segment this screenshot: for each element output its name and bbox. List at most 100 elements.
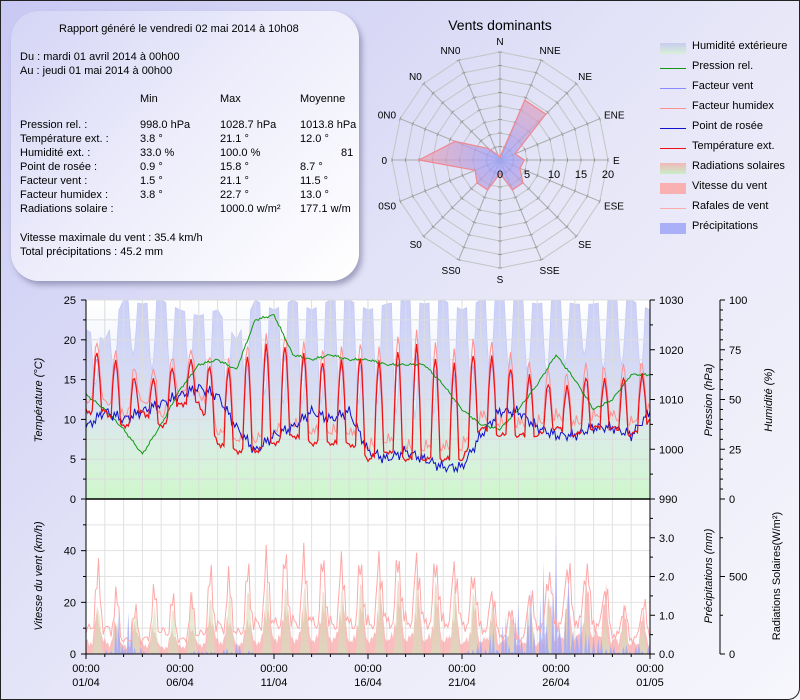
humidity-tick-label: 25 <box>729 444 741 456</box>
rose-tick <box>536 142 539 147</box>
rose-direction-label: 0S0 <box>378 202 396 213</box>
rose-tick <box>555 215 560 220</box>
rose-direction-label: SS0 <box>442 266 461 277</box>
legend-label: Rafales de vent <box>692 200 769 212</box>
report-title: Rapport généré le vendredi 02 mai 2014 à… <box>59 23 299 35</box>
rose-tick <box>545 110 550 115</box>
solar-tick-label: 0 <box>729 649 735 661</box>
rose-tick <box>472 221 477 224</box>
row-label: Radiations solaire : <box>20 203 114 215</box>
x-tick-date: 11/04 <box>261 677 288 689</box>
x-tick-date: 06/04 <box>166 677 194 689</box>
rose-point <box>476 182 478 184</box>
rose-tick <box>574 234 579 239</box>
rose-tick <box>436 183 439 188</box>
rose-tick <box>573 188 577 194</box>
rose-direction-label: 0 <box>381 156 387 167</box>
humidity-tick-label: 50 <box>729 395 741 407</box>
rose-point <box>523 159 526 161</box>
rose-point <box>454 140 456 143</box>
row-max: 21.1 ° <box>220 133 249 145</box>
rose-tick <box>586 194 589 199</box>
rose-tick <box>411 121 414 126</box>
rose-tick <box>398 116 402 121</box>
precipitation-area <box>86 528 650 654</box>
row-max: 1028.7 hPa <box>220 119 277 131</box>
rose-direction-label: ENE <box>604 110 625 121</box>
pressure-tick-label: 1020 <box>659 345 683 357</box>
rose-direction-label: SE <box>578 240 592 251</box>
legend-label: Température ext. <box>692 140 775 152</box>
row-label: Humidité ext. : <box>20 147 91 159</box>
row-avg: 177.1 w/m <box>300 203 351 215</box>
temperature-line <box>85 343 651 463</box>
x-tick-time: 00:00 <box>354 663 382 675</box>
row-avg: 11.5 ° <box>300 175 329 187</box>
rose-radius-tick: 20 <box>602 169 614 181</box>
x-tick-time: 00:00 <box>636 663 664 675</box>
row-min: 0.9 ° <box>140 161 163 173</box>
rose-tick <box>545 205 550 210</box>
rose-point <box>487 147 490 150</box>
row-avg: 81 <box>341 147 354 159</box>
row-min: 1.5 ° <box>140 175 163 187</box>
pressure-axis-title: Pression (hPa) <box>703 363 715 436</box>
rose-tick <box>411 194 414 199</box>
temp-tick-label: 25 <box>64 295 76 307</box>
rose-tick <box>561 183 564 188</box>
report-panel: Rapport généré le vendredi 02 mai 2014 à… <box>11 11 359 281</box>
rose-tick <box>436 132 439 137</box>
row-avg: 1013.8 hPa <box>300 119 357 131</box>
row-max: 21.1 ° <box>220 175 249 187</box>
rose-radius-tick: 0 <box>497 169 503 181</box>
pressure-tick-label: 1030 <box>659 295 683 307</box>
legend-swatch <box>660 148 686 149</box>
rose-point <box>499 156 501 159</box>
rose-point <box>511 189 514 191</box>
rain-tick-label: 1.0 <box>659 610 674 622</box>
temp-tick-label: 10 <box>64 414 76 426</box>
rose-tick <box>469 186 474 191</box>
max-wind: Vitesse maximale du vent : 35.4 km/h <box>20 232 203 244</box>
temp-tick-label: 0 <box>70 494 76 506</box>
rose-radius-tick: 10 <box>548 169 560 181</box>
rose-tick <box>423 188 427 194</box>
rose-tick <box>456 258 461 262</box>
dewpoint-line <box>85 383 651 474</box>
rose-tick <box>460 196 464 200</box>
rose-tick <box>421 234 426 239</box>
pressure-tick-label: 990 <box>659 494 677 506</box>
humidity-axis-title: Humidité (%) <box>763 368 775 432</box>
rose-tick <box>440 100 445 105</box>
rose-direction-label: 0N0 <box>378 110 397 121</box>
rose-direction-label: NN0 <box>440 46 460 57</box>
report-from: Du : mardi 01 avril 2014 à 00h00 <box>20 51 180 63</box>
pressure-tick-label: 1010 <box>659 395 683 407</box>
row-min: 998.0 hPa <box>140 119 191 131</box>
col-header-min: Min <box>140 93 158 105</box>
rose-tick <box>461 173 464 178</box>
rose-tick <box>482 196 487 199</box>
rose-direction-label: SSE <box>540 266 560 277</box>
wind-axis-title: Vitesse du vent (km/h) <box>33 521 45 631</box>
rose-tick <box>440 215 445 220</box>
rose-tick <box>528 233 534 237</box>
rose-direction-label: N0 <box>409 72 422 83</box>
rose-tick <box>466 83 472 87</box>
rose-tick <box>534 71 539 74</box>
row-label: Point de rosée : <box>20 161 98 173</box>
row-label: Température ext. : <box>20 133 109 145</box>
rose-tick <box>477 208 482 212</box>
legend-label: Facteur vent <box>692 80 754 92</box>
x-tick-time: 00:00 <box>448 663 476 675</box>
rose-tick <box>482 121 487 124</box>
rose-tick <box>456 58 461 62</box>
temperature-axis-title: Température (°C) <box>33 357 45 442</box>
rose-point <box>474 169 476 172</box>
rose-tick <box>477 108 482 112</box>
rose-tick <box>423 126 427 132</box>
row-min: 3.8 ° <box>140 133 163 145</box>
rose-tick <box>523 221 528 224</box>
rose-tick <box>565 225 569 229</box>
